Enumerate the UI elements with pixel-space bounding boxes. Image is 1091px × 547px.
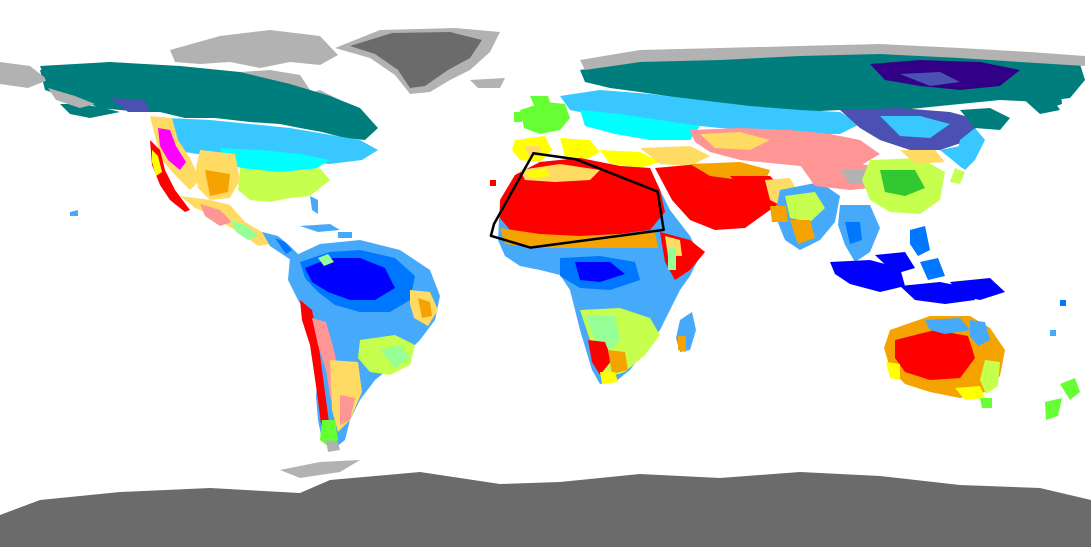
- antarctica: [0, 460, 1091, 547]
- australia: [884, 316, 1080, 420]
- sahara-region-outline: [489, 152, 665, 249]
- islands: [70, 180, 1066, 336]
- africa: [498, 158, 705, 384]
- greenland: [335, 28, 500, 94]
- south-america: [288, 240, 440, 452]
- south-asia: [770, 150, 1005, 304]
- eurasia-north: [512, 44, 1085, 184]
- north-america: [0, 62, 378, 262]
